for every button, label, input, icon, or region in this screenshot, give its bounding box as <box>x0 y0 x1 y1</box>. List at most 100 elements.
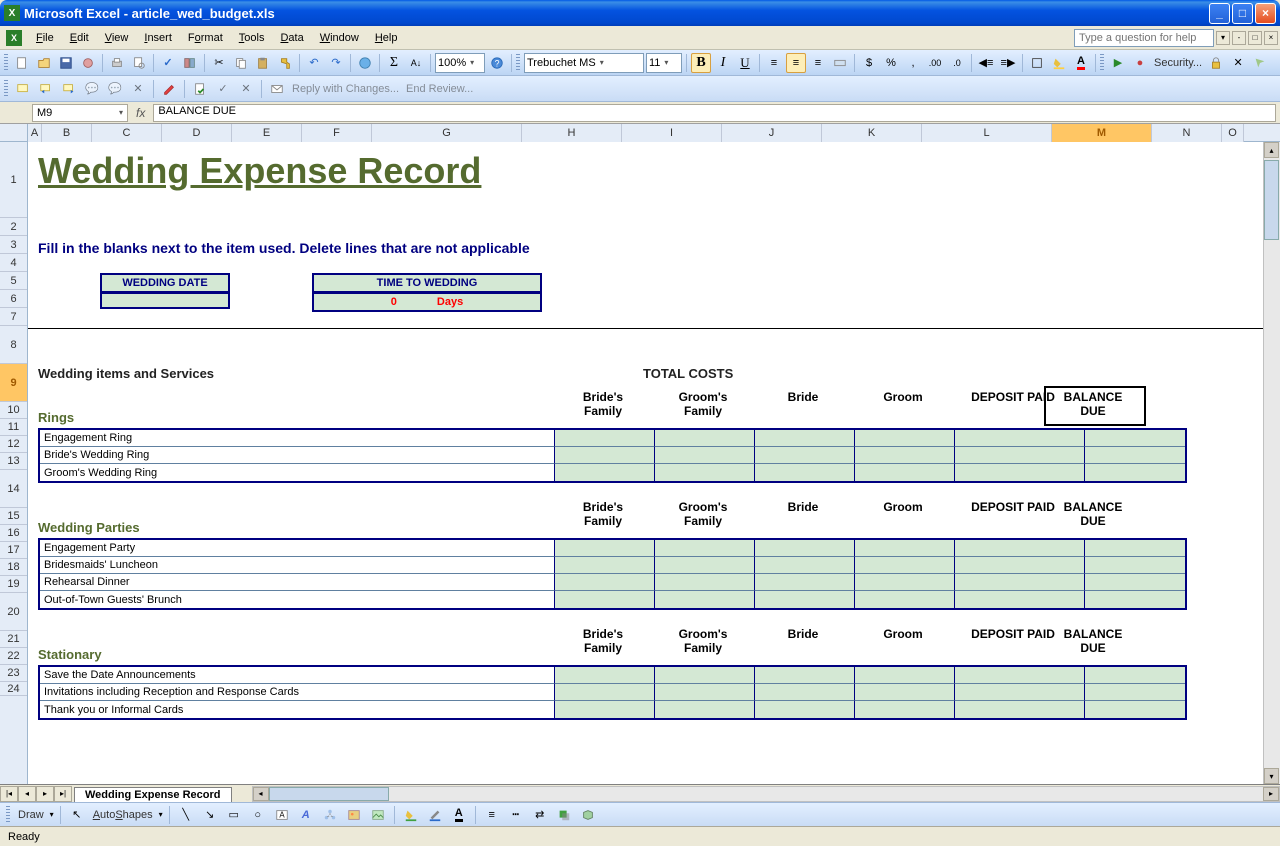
item-label[interactable]: Save the Date Announcements <box>40 667 555 684</box>
item-label[interactable]: Rehearsal Dinner <box>40 574 555 591</box>
currency-icon[interactable]: $ <box>859 53 879 73</box>
next-comment-icon[interactable] <box>59 79 79 99</box>
data-cell[interactable] <box>655 430 755 447</box>
menu-window[interactable]: Window <box>312 29 367 47</box>
autosum-icon[interactable]: Σ <box>384 53 404 73</box>
play-icon[interactable]: ▶ <box>1108 53 1128 73</box>
permission-icon[interactable] <box>78 53 98 73</box>
data-cell[interactable] <box>555 701 655 718</box>
new-comment-icon[interactable] <box>13 79 33 99</box>
col-header-N[interactable]: N <box>1152 124 1222 142</box>
row-header-20[interactable]: 20 <box>0 593 27 631</box>
line-color-icon[interactable] <box>425 805 445 825</box>
row-header-2[interactable]: 2 <box>0 218 27 236</box>
toolbar-grip-2[interactable] <box>516 54 520 72</box>
menu-help[interactable]: Help <box>367 29 406 47</box>
row-header-9[interactable]: 9 <box>0 364 27 402</box>
data-cell[interactable] <box>855 557 955 574</box>
track-changes-icon[interactable] <box>190 79 210 99</box>
tab-prev-icon[interactable]: ◂ <box>18 786 36 802</box>
new-icon[interactable] <box>12 53 32 73</box>
scroll-down-icon[interactable]: ▾ <box>1264 768 1279 784</box>
data-cell[interactable] <box>855 447 955 464</box>
data-cell[interactable] <box>955 430 1085 447</box>
data-cell[interactable] <box>1085 430 1185 447</box>
row-header-21[interactable]: 21 <box>0 631 27 648</box>
col-header-H[interactable]: H <box>522 124 622 142</box>
oval-icon[interactable]: ○ <box>248 805 268 825</box>
end-review-label[interactable]: End Review... <box>404 83 475 95</box>
data-cell[interactable] <box>955 557 1085 574</box>
item-label[interactable]: Invitations including Reception and Resp… <box>40 684 555 701</box>
arrow-icon[interactable]: ↘ <box>200 805 220 825</box>
data-cell[interactable] <box>655 701 755 718</box>
menu-tools[interactable]: Tools <box>231 29 273 47</box>
format-painter-icon[interactable] <box>275 53 295 73</box>
3d-icon[interactable] <box>578 805 598 825</box>
data-cell[interactable] <box>755 557 855 574</box>
increase-decimal-icon[interactable]: .00 <box>925 53 945 73</box>
sort-asc-icon[interactable]: A↓ <box>406 53 426 73</box>
data-cell[interactable] <box>855 701 955 718</box>
save-icon[interactable] <box>56 53 76 73</box>
data-cell[interactable] <box>755 540 855 557</box>
arrow-style-icon[interactable]: ⇄ <box>530 805 550 825</box>
data-cell[interactable] <box>655 447 755 464</box>
row-header-4[interactable]: 4 <box>0 254 27 272</box>
draw-menu[interactable]: Draw <box>16 809 46 821</box>
tab-first-icon[interactable]: |◂ <box>0 786 18 802</box>
security-label[interactable]: Security... <box>1152 57 1204 69</box>
data-cell[interactable] <box>655 574 755 591</box>
diagram-icon[interactable] <box>320 805 340 825</box>
data-cell[interactable] <box>1085 464 1185 481</box>
copy-icon[interactable] <box>231 53 251 73</box>
decrease-indent-icon[interactable]: ◀≡ <box>976 53 996 73</box>
row-header-14[interactable]: 14 <box>0 470 27 508</box>
item-label[interactable]: Engagement Party <box>40 540 555 557</box>
data-cell[interactable] <box>855 684 955 701</box>
col-header-C[interactable]: C <box>92 124 162 142</box>
row-header-13[interactable]: 13 <box>0 453 27 470</box>
row-header-7[interactable]: 7 <box>0 308 27 326</box>
data-cell[interactable] <box>655 464 755 481</box>
item-label[interactable]: Bridesmaids' Luncheon <box>40 557 555 574</box>
line-icon[interactable]: ╲ <box>176 805 196 825</box>
percent-icon[interactable]: % <box>881 53 901 73</box>
doc-restore[interactable]: □ <box>1248 31 1262 45</box>
font-size-combo[interactable]: 11▾ <box>646 53 682 73</box>
row-header-6[interactable]: 6 <box>0 290 27 308</box>
bold-button[interactable]: B <box>691 53 711 73</box>
record-icon[interactable]: ● <box>1130 53 1150 73</box>
data-cell[interactable] <box>655 557 755 574</box>
data-cell[interactable] <box>1085 684 1185 701</box>
fx-icon[interactable]: fx <box>136 106 145 120</box>
row-header-15[interactable]: 15 <box>0 508 27 525</box>
reply-changes-label[interactable]: Reply with Changes... <box>290 83 401 95</box>
decrease-decimal-icon[interactable]: .0 <box>947 53 967 73</box>
close-button[interactable]: × <box>1255 3 1276 24</box>
show-all-comments-icon[interactable]: 💬 <box>105 79 125 99</box>
row-header-17[interactable]: 17 <box>0 542 27 559</box>
data-cell[interactable] <box>655 684 755 701</box>
data-cell[interactable] <box>555 667 655 684</box>
tab-last-icon[interactable]: ▸| <box>54 786 72 802</box>
undo-icon[interactable]: ↶ <box>304 53 324 73</box>
vertical-scrollbar[interactable]: ▴ ▾ <box>1263 142 1280 784</box>
maximize-button[interactable]: □ <box>1232 3 1253 24</box>
item-label[interactable]: Thank you or Informal Cards <box>40 701 555 718</box>
data-cell[interactable] <box>555 464 655 481</box>
line-style-icon[interactable]: ≡ <box>482 805 502 825</box>
col-header-A[interactable]: A <box>28 124 42 142</box>
rectangle-icon[interactable]: ▭ <box>224 805 244 825</box>
toolbar-grip-3[interactable] <box>4 80 8 98</box>
data-cell[interactable] <box>755 464 855 481</box>
data-cell[interactable] <box>955 447 1085 464</box>
shadow-icon[interactable] <box>554 805 574 825</box>
data-cell[interactable] <box>1085 574 1185 591</box>
data-cell[interactable] <box>855 667 955 684</box>
font-name-combo[interactable]: Trebuchet MS▾ <box>524 53 644 73</box>
data-cell[interactable] <box>955 464 1085 481</box>
row-header-10[interactable]: 10 <box>0 402 27 419</box>
help-search-input[interactable] <box>1074 29 1214 47</box>
send-mail-icon[interactable] <box>267 79 287 99</box>
